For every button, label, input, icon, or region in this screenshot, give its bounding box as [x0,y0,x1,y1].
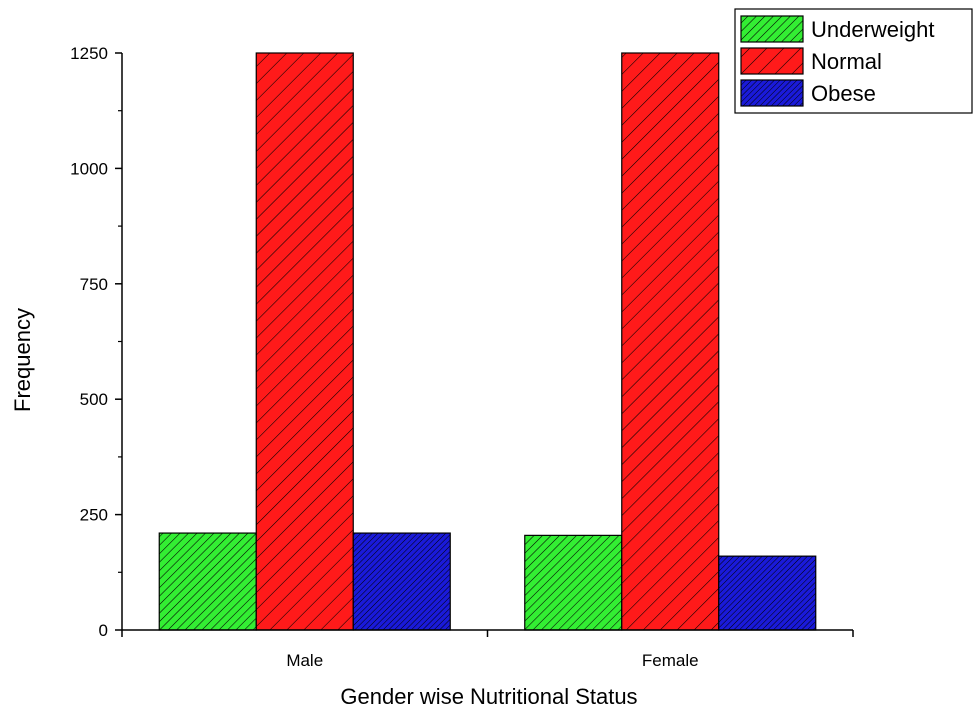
bar-obese-male [352,532,451,631]
y-tick-label: 1000 [70,159,108,178]
y-ticks-group: 0 250 500 750 1000 1250 [70,44,122,640]
legend-swatch-normal [740,47,804,75]
x-tick-label: Female [642,651,699,670]
bar-obese-female [718,555,817,631]
x-tick-label: Male [286,651,323,670]
legend-label-underweight: Underweight [811,17,935,42]
legend-label-normal: Normal [811,49,882,74]
legend-swatch-underweight [740,15,804,43]
legend-label-obese: Obese [811,81,876,106]
y-tick-label: 500 [80,390,108,409]
legend-swatch-obese [740,79,804,107]
y-tick-label: 1250 [70,44,108,63]
y-tick-label: 750 [80,275,108,294]
y-tick-label: 0 [99,621,108,640]
x-ticks-group: Male Female [121,630,854,670]
bar-underweight-male [158,532,257,631]
y-tick-label: 250 [80,506,108,525]
bar-underweight-female [524,534,623,631]
y-axis-title: Frequency [10,308,35,412]
bars-group [158,52,817,631]
bar-normal-female [621,52,720,631]
legend: Underweight Normal Obese [734,8,973,114]
x-axis-title: Gender wise Nutritional Status [340,684,637,709]
bar-normal-male [255,52,354,631]
